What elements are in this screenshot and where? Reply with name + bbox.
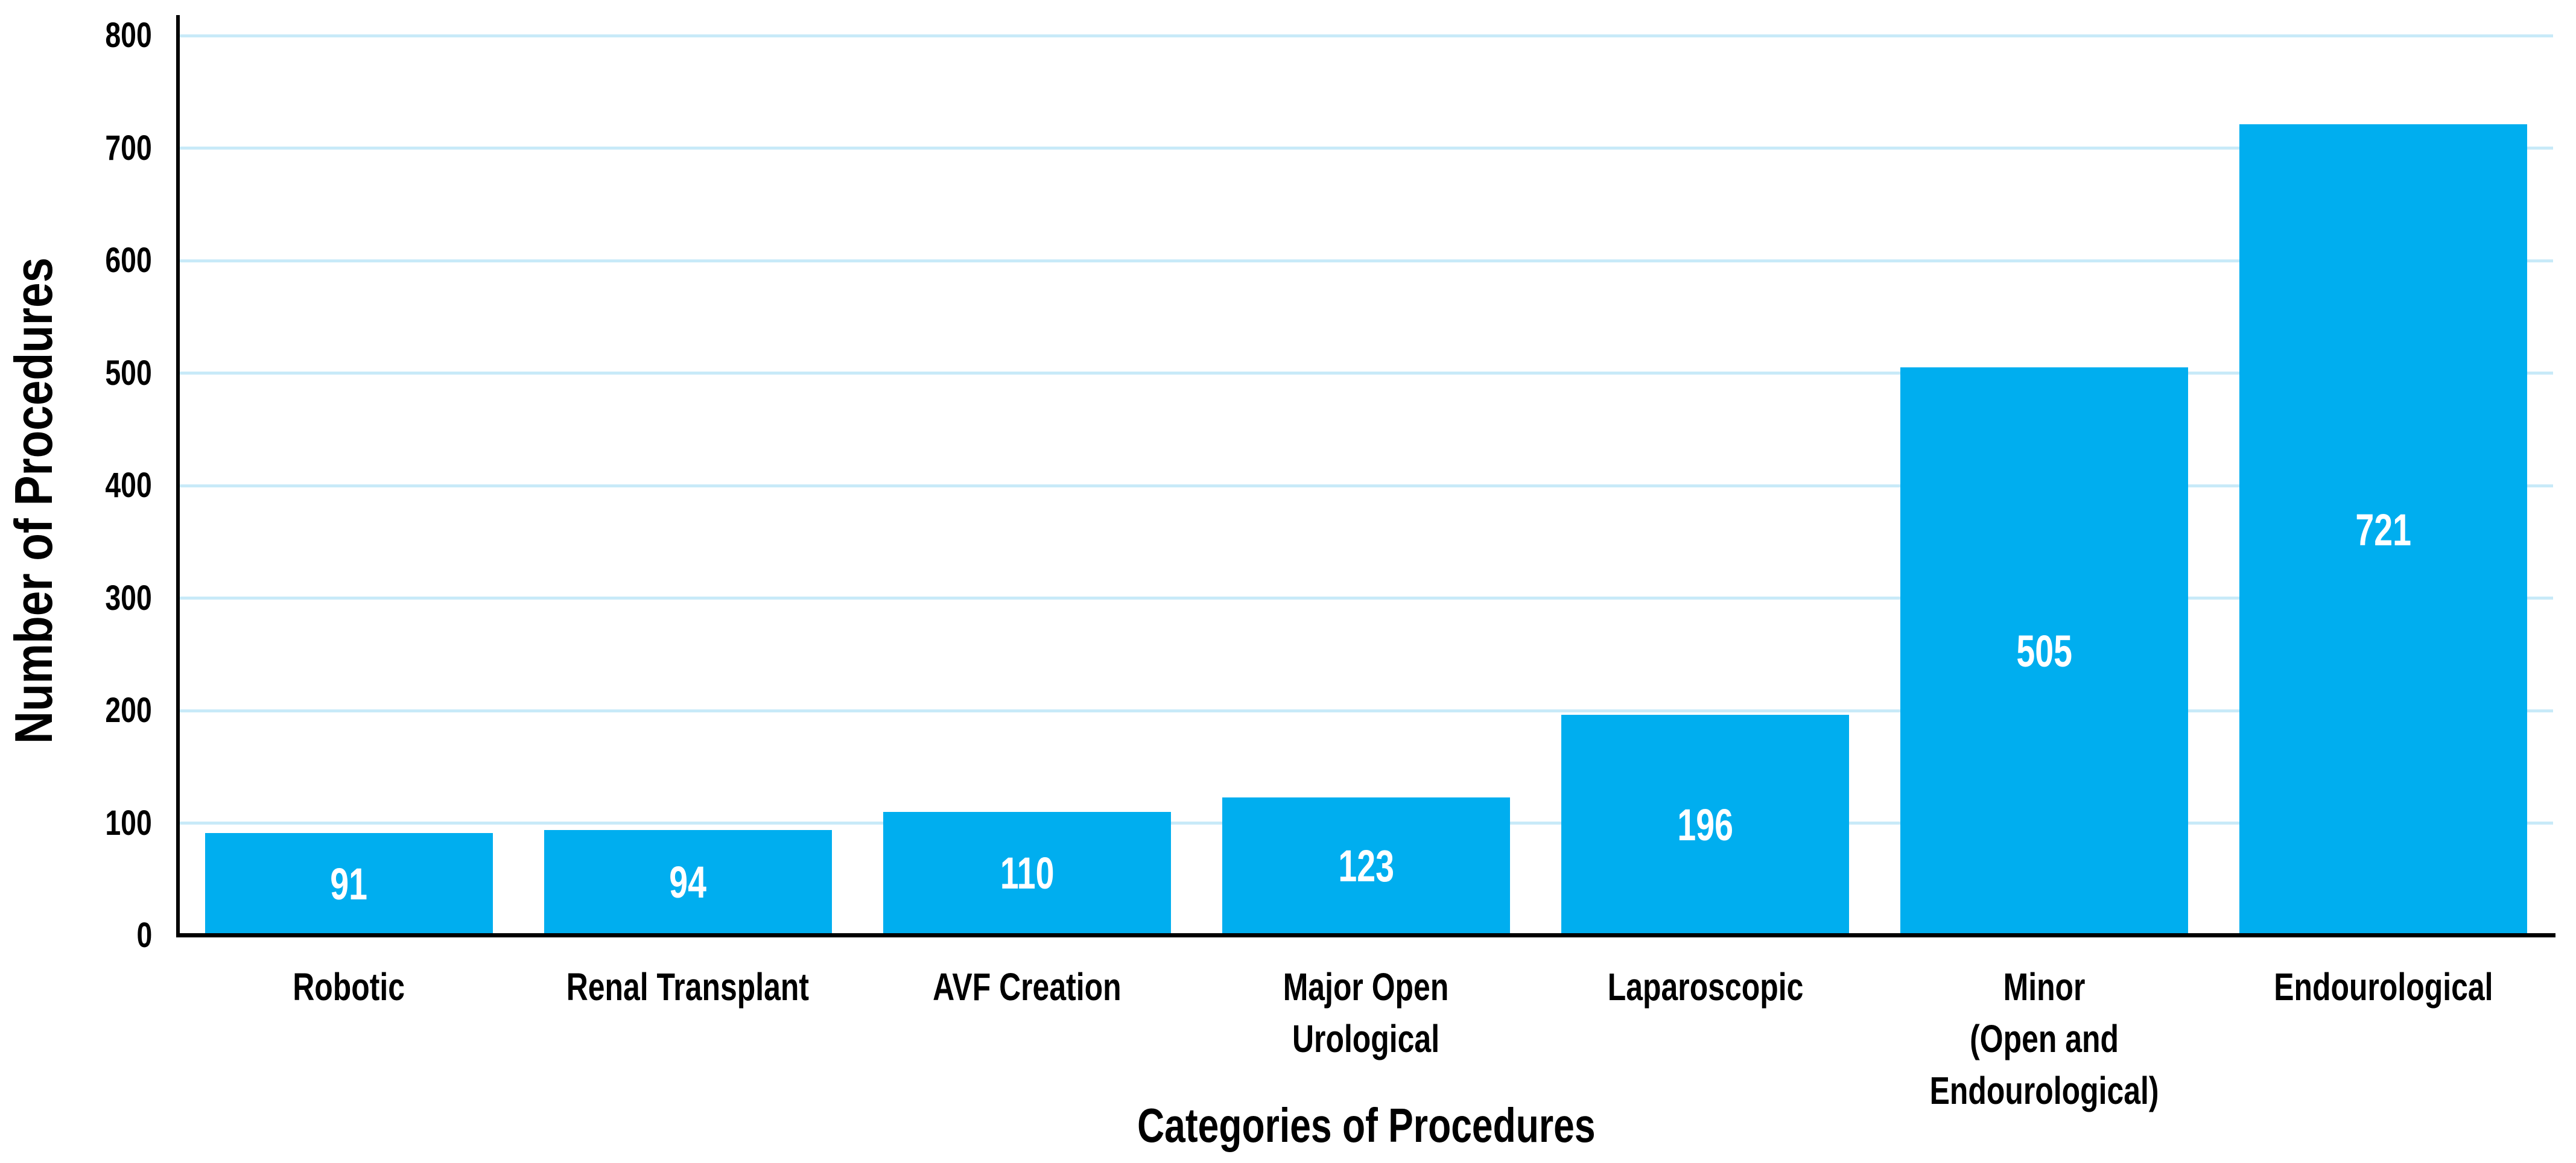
gridline [179,259,2553,262]
y-tick-label: 300 [24,577,152,620]
bar-value-text: 94 [669,857,707,908]
bar-value-text: 91 [330,859,367,910]
bar [205,833,493,936]
gridline [179,484,2553,487]
bar-value-label: 505 [1900,628,2188,675]
gridline [179,709,2553,712]
y-tick-label-text: 400 [105,466,152,505]
y-tick-label: 800 [24,14,152,57]
y-tick-label-text: 700 [105,128,152,168]
bar-value-text: 110 [1000,848,1055,899]
x-category-label-text: AVF Creation [933,965,1121,1009]
x-category-label: AVF Creation [857,961,1196,1013]
x-category-label-text: Robotic [293,965,405,1009]
y-tick-label-text: 300 [105,578,152,618]
bar [2239,124,2528,936]
x-category-label-text: Renal Transplant [566,965,810,1009]
y-tick-label-text: 800 [105,16,152,55]
y-tick-label-text: 500 [105,353,152,393]
bar-value-text: 123 [1338,841,1394,892]
y-tick-label-text: 600 [105,241,152,280]
gridline [179,34,2553,37]
y-axis-line [176,15,180,937]
y-tick-label-text: 200 [105,691,152,730]
bar [544,829,832,936]
gridline [179,372,2553,375]
x-axis-title: Categories of Procedures [179,1098,2553,1153]
bar-value-label: 196 [1561,802,1849,849]
bar-value-label: 94 [544,859,832,906]
x-category-label: Major Open Urological [1196,961,1535,1065]
y-tick-label: 0 [24,914,152,957]
x-category-label-text: Major Open Urological [1283,965,1449,1060]
bar [1561,715,1850,936]
y-tick-label: 600 [24,239,152,282]
y-tick-label: 200 [24,689,152,732]
bar-value-text: 196 [1677,800,1733,851]
bar-value-label: 91 [205,861,493,908]
x-category-label-text: Endourological [2274,965,2493,1009]
x-category-label: Laparoscopic [1536,961,1875,1013]
bar-value-text: 721 [2355,504,2412,555]
x-category-label-text: Minor (Open and Endourological) [1929,965,2159,1112]
x-category-label: Minor (Open and Endourological) [1875,961,2214,1117]
x-axis-title-text: Categories of Procedures [1137,1098,1596,1152]
y-tick-label: 500 [24,352,152,395]
bar-value-text: 505 [2016,626,2073,677]
y-tick-label: 700 [24,127,152,170]
gridline [179,147,2553,150]
y-tick-label-text: 100 [105,803,152,843]
bar-value-label: 110 [883,850,1171,897]
y-tick-label: 100 [24,802,152,845]
y-tick-label: 400 [24,464,152,507]
x-category-label: Robotic [179,961,518,1013]
bar [1222,797,1510,936]
bar-value-label: 123 [1222,843,1510,890]
x-category-label-text: Laparoscopic [1607,965,1803,1009]
x-category-label: Endourological [2214,961,2553,1013]
y-tick-label-text: 0 [136,916,152,955]
x-axis-line [176,933,2555,937]
x-category-label: Renal Transplant [518,961,857,1013]
bar-value-label: 721 [2239,504,2527,555]
gridline [179,597,2553,600]
bar [1900,367,2189,936]
bar [883,811,1171,936]
